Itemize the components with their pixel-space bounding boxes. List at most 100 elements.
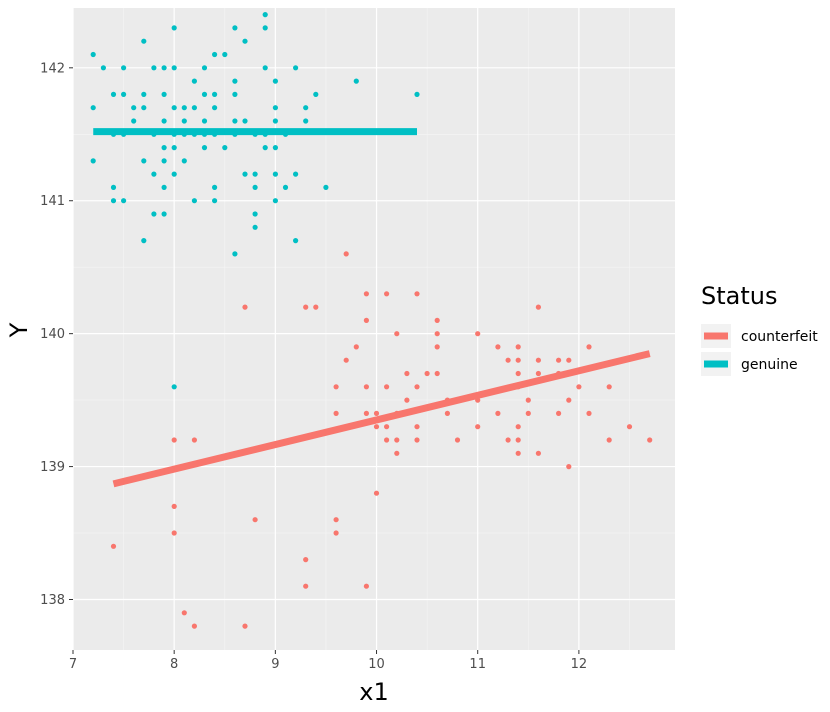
point-counterfeit	[495, 344, 501, 350]
fit-line-counterfeit	[112, 350, 651, 488]
point-counterfeit	[242, 623, 248, 629]
point-genuine	[242, 38, 248, 44]
point-genuine	[151, 211, 157, 217]
point-genuine	[201, 65, 208, 71]
point-counterfeit	[606, 384, 612, 390]
point-counterfeit	[556, 357, 562, 363]
point-genuine	[293, 65, 299, 71]
point-genuine	[232, 91, 238, 97]
point-genuine	[262, 12, 268, 18]
point-counterfeit	[414, 384, 420, 390]
point-genuine	[232, 78, 238, 84]
axis-ticks	[69, 67, 580, 654]
point-genuine	[262, 145, 268, 151]
point-genuine	[191, 198, 197, 204]
x-tick-label: 7	[69, 657, 77, 672]
point-counterfeit	[434, 370, 440, 377]
point-counterfeit	[303, 557, 309, 563]
point-genuine	[171, 25, 177, 31]
legend-label-counterfeit: counterfeit	[741, 329, 818, 345]
point-counterfeit	[525, 410, 531, 416]
point-genuine	[100, 65, 106, 71]
point-counterfeit	[414, 424, 420, 430]
point-genuine	[414, 91, 420, 97]
x-axis-title: x1	[359, 678, 388, 706]
point-genuine	[252, 211, 258, 217]
point-counterfeit	[626, 424, 633, 430]
point-counterfeit	[384, 424, 390, 430]
point-genuine	[242, 118, 248, 124]
x-tick-label: 8	[170, 657, 178, 672]
point-counterfeit	[535, 450, 542, 456]
point-counterfeit	[373, 410, 380, 416]
point-genuine	[171, 145, 177, 151]
point-counterfeit	[647, 437, 653, 443]
y-tick-label: 140	[40, 327, 65, 342]
point-counterfeit	[414, 291, 420, 297]
point-counterfeit	[515, 344, 521, 350]
point-counterfeit	[515, 357, 521, 363]
point-genuine	[212, 91, 218, 97]
point-genuine	[131, 105, 137, 111]
point-counterfeit	[505, 437, 511, 443]
point-genuine	[303, 105, 309, 111]
point-counterfeit	[535, 357, 542, 363]
point-counterfeit	[333, 384, 339, 390]
point-counterfeit	[363, 291, 369, 297]
point-counterfeit	[373, 424, 380, 430]
y-tick-label: 141	[40, 194, 65, 209]
point-counterfeit	[363, 583, 369, 589]
point-counterfeit	[444, 410, 450, 416]
point-genuine	[252, 171, 258, 177]
point-genuine	[171, 171, 177, 177]
point-counterfeit	[454, 437, 461, 443]
point-genuine	[272, 105, 278, 111]
x-tick-label: 10	[368, 657, 385, 672]
point-genuine	[161, 118, 167, 124]
x-tick-label: 11	[469, 657, 486, 672]
point-counterfeit	[495, 410, 501, 416]
point-counterfeit	[576, 384, 582, 390]
point-genuine	[201, 118, 208, 124]
tick-labels: 7 8 9 10 11 12 138 139 140 141 142	[40, 61, 587, 672]
point-counterfeit	[191, 623, 197, 629]
point-counterfeit	[434, 344, 440, 350]
point-counterfeit	[515, 370, 521, 377]
point-counterfeit	[566, 397, 572, 403]
y-axis-title: Y	[5, 322, 33, 338]
point-counterfeit	[434, 331, 440, 337]
point-counterfeit	[303, 304, 309, 310]
point-counterfeit	[515, 437, 521, 443]
point-genuine	[293, 171, 299, 177]
point-counterfeit	[384, 437, 390, 443]
point-genuine	[161, 211, 167, 217]
point-genuine	[161, 145, 167, 151]
legend-label-genuine: genuine	[741, 357, 798, 373]
point-counterfeit	[586, 344, 592, 350]
point-genuine	[212, 51, 218, 58]
point-genuine	[232, 251, 238, 257]
point-counterfeit	[535, 304, 542, 310]
point-genuine	[212, 105, 218, 111]
fit-lines	[93, 128, 651, 488]
point-genuine	[161, 65, 167, 71]
point-genuine	[121, 91, 127, 97]
point-counterfeit	[171, 503, 177, 509]
point-genuine	[293, 238, 299, 244]
point-counterfeit	[242, 304, 248, 310]
point-genuine	[191, 78, 197, 84]
point-counterfeit	[313, 304, 319, 310]
point-counterfeit	[515, 450, 521, 456]
point-genuine	[181, 118, 187, 124]
point-genuine	[212, 198, 218, 204]
point-genuine	[90, 51, 96, 58]
point-counterfeit	[525, 397, 531, 403]
point-counterfeit	[384, 384, 390, 390]
point-genuine	[222, 145, 228, 151]
x-tick-label: 9	[271, 657, 279, 672]
point-counterfeit	[343, 357, 349, 363]
point-genuine	[141, 91, 147, 97]
point-genuine	[110, 184, 117, 190]
point-counterfeit	[303, 583, 309, 589]
point-genuine	[121, 65, 127, 71]
